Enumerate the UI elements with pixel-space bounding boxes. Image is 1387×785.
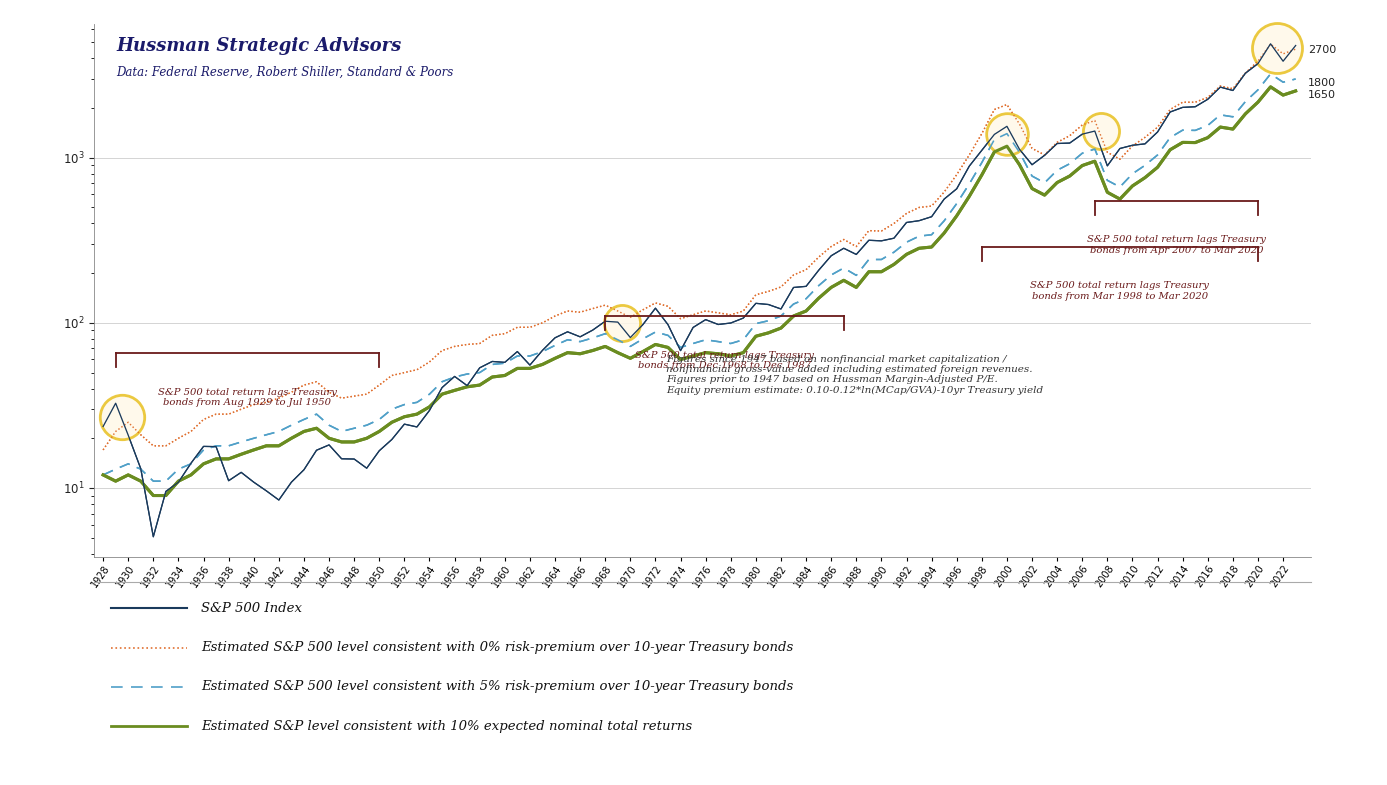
Text: Hussman Strategic Advisors: Hussman Strategic Advisors [117,37,401,55]
Text: S&P 500 total return lags Treasury
bonds from Mar 1998 to Mar 2020: S&P 500 total return lags Treasury bonds… [1031,281,1209,301]
Text: S&P 500 total return lags Treasury
bonds from Aug 1929 to Jul 1950: S&P 500 total return lags Treasury bonds… [158,388,337,407]
Text: 1650: 1650 [1308,90,1336,100]
Text: 1800: 1800 [1308,78,1336,88]
Text: Estimated S&P level consistent with 10% expected nominal total returns: Estimated S&P level consistent with 10% … [201,720,692,732]
Text: S&P 500 total return lags Treasury
bonds from Dec 1968 to Dec 1987: S&P 500 total return lags Treasury bonds… [635,351,814,371]
Text: 2700: 2700 [1308,45,1337,55]
Text: Figures since 1947 based on nonfinancial market capitalization /
nonfinancial gr: Figures since 1947 based on nonfinancial… [666,355,1043,395]
Text: S&P 500 Index: S&P 500 Index [201,602,302,615]
Text: Data: Federal Reserve, Robert Shiller, Standard & Poors: Data: Federal Reserve, Robert Shiller, S… [117,66,454,79]
Text: S&P 500 total return lags Treasury
bonds from Apr 2007 to Mar 2020: S&P 500 total return lags Treasury bonds… [1087,236,1266,255]
Text: Estimated S&P 500 level consistent with 5% risk-premium over 10-year Treasury bo: Estimated S&P 500 level consistent with … [201,681,793,693]
Text: Estimated S&P 500 level consistent with 0% risk-premium over 10-year Treasury bo: Estimated S&P 500 level consistent with … [201,641,793,654]
